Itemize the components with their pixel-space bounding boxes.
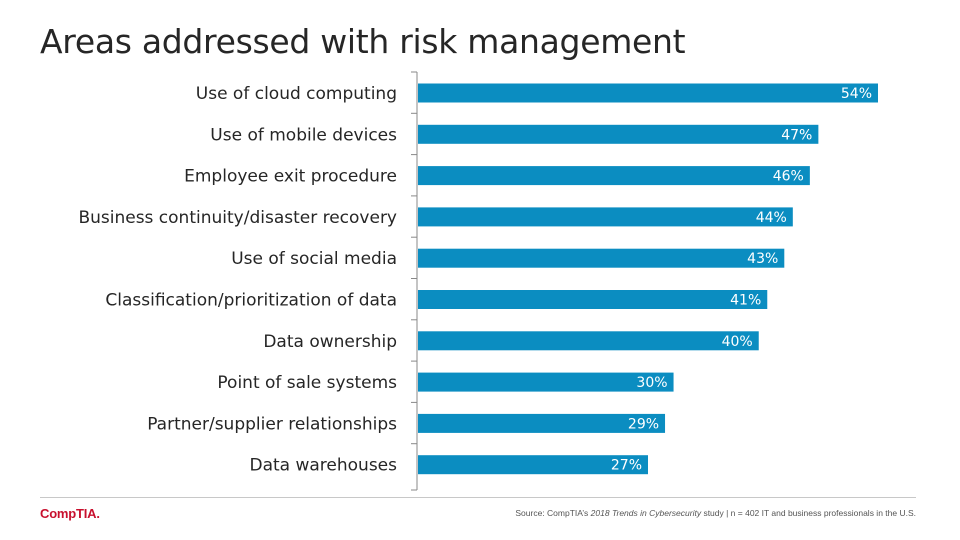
chart-title: Areas addressed with risk management (40, 22, 686, 61)
bar (418, 455, 648, 475)
source-study-name: 2018 Trends in Cybersecurity (590, 508, 702, 518)
source-prefix: Source: CompTIA’s (515, 508, 591, 518)
data-label: 30% (636, 375, 667, 391)
data-label: 54% (841, 86, 872, 102)
bar (418, 248, 785, 268)
category-label: Business continuity/disaster recovery (78, 208, 397, 228)
bar (418, 83, 878, 103)
source-suffix: study | n = 402 IT and business professi… (701, 508, 916, 518)
data-label: 29% (628, 416, 659, 432)
category-label: Data ownership (263, 332, 397, 352)
data-label: 46% (773, 169, 804, 185)
data-label: 41% (730, 293, 761, 309)
data-label: 27% (611, 458, 642, 474)
footer-divider (40, 497, 916, 498)
category-label: Use of mobile devices (210, 125, 397, 145)
comptia-logo: CompTIA. (40, 506, 100, 521)
bar (418, 124, 819, 144)
source-note: Source: CompTIA’s 2018 Trends in Cyberse… (515, 508, 916, 518)
data-label: 47% (781, 127, 812, 143)
bar (418, 331, 759, 351)
data-label: 43% (747, 251, 778, 267)
category-label: Use of cloud computing (196, 84, 397, 104)
bar (418, 166, 810, 186)
bar (418, 372, 674, 392)
bar (418, 207, 793, 227)
category-label: Use of social media (231, 249, 397, 269)
category-label: Classification/prioritization of data (105, 291, 397, 311)
category-label: Point of sale systems (217, 373, 397, 393)
data-label: 40% (722, 334, 753, 350)
bar (418, 413, 666, 433)
category-label: Employee exit procedure (184, 167, 397, 187)
data-label: 44% (756, 210, 787, 226)
category-label: Partner/supplier relationships (147, 414, 397, 434)
category-label: Data warehouses (249, 456, 397, 476)
bar (418, 290, 768, 309)
